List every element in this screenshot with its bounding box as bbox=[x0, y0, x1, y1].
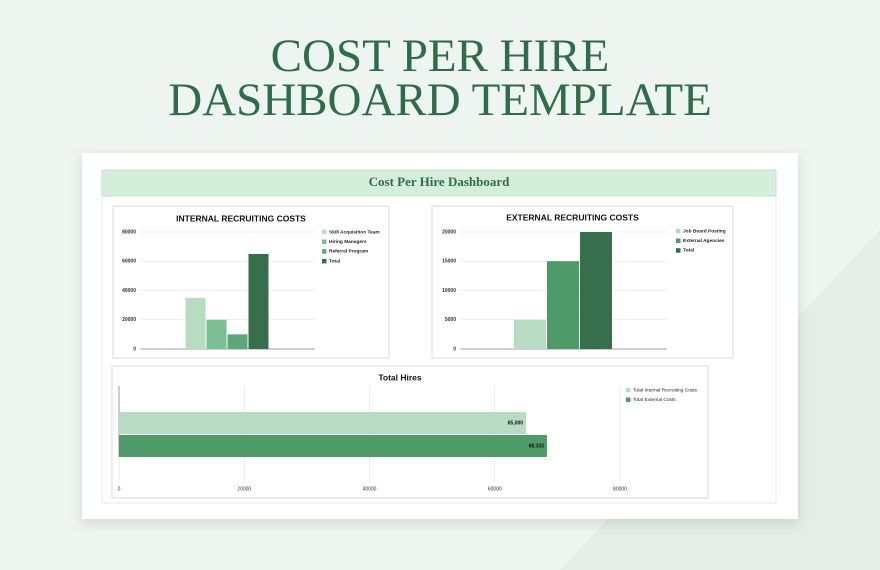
legend-swatch bbox=[322, 229, 327, 235]
legend-swatch bbox=[626, 397, 631, 402]
legend-label: Total External Costs bbox=[633, 397, 676, 403]
bar bbox=[119, 435, 547, 457]
bar bbox=[119, 412, 527, 434]
x-tick-label: 60000 bbox=[488, 486, 502, 492]
data-label: 65,000 bbox=[508, 420, 524, 426]
x-tick-label: 20000 bbox=[237, 486, 251, 492]
bar bbox=[227, 334, 248, 349]
x-tick-label: 40000 bbox=[363, 486, 377, 492]
y-tick-label: 15000 bbox=[442, 259, 456, 265]
y-tick-label: 0 bbox=[133, 346, 136, 352]
y-tick-label: 5000 bbox=[445, 317, 456, 323]
legend-swatch bbox=[676, 248, 681, 253]
y-tick-label: 80000 bbox=[122, 229, 136, 235]
legend-swatch bbox=[676, 228, 681, 234]
legend-swatch bbox=[322, 258, 327, 264]
legend-label: Referral Program bbox=[329, 249, 368, 255]
bar bbox=[185, 297, 206, 349]
sheet-header bbox=[101, 169, 777, 197]
legend-label: Total Internal Recruiting Costs bbox=[633, 387, 698, 393]
legend-label: Hiring Managers bbox=[329, 239, 367, 245]
chart-title: INTERNAL RECRUITING COSTS bbox=[176, 213, 306, 223]
legend-label: Job Board Posting bbox=[683, 228, 726, 234]
bar bbox=[580, 232, 612, 349]
legend-swatch bbox=[626, 387, 631, 393]
y-tick-label: 0 bbox=[453, 346, 456, 352]
bar bbox=[514, 319, 546, 349]
x-tick-label: 80000 bbox=[613, 486, 627, 492]
y-tick-label: 20000 bbox=[442, 229, 456, 235]
bar bbox=[547, 261, 579, 349]
y-tick-label: 40000 bbox=[122, 288, 136, 294]
data-label: 68,333 bbox=[529, 443, 545, 449]
legend-swatch bbox=[676, 238, 681, 243]
bar bbox=[206, 319, 227, 349]
legend-label: Total bbox=[329, 258, 340, 264]
page-title: COST PER HIRE bbox=[271, 30, 610, 82]
legend-label: Total bbox=[683, 248, 694, 254]
chart-title: EXTERNAL RECRUITING COSTS bbox=[506, 212, 639, 222]
legend-swatch bbox=[322, 249, 327, 254]
x-tick-label: 0 bbox=[118, 486, 121, 492]
y-tick-label: 20000 bbox=[122, 317, 136, 323]
bar bbox=[248, 253, 269, 349]
legend-label: External Agencies bbox=[683, 238, 725, 244]
y-tick-label: 10000 bbox=[442, 288, 456, 294]
page-title: DASHBOARD TEMPLATE bbox=[168, 74, 712, 126]
sheet-title: Cost Per Hire Dashboard bbox=[369, 174, 510, 189]
legend-swatch bbox=[322, 239, 327, 244]
legend-label: Skill Acquisition Team bbox=[329, 229, 380, 235]
chart-title: Total Hires bbox=[378, 372, 422, 382]
y-tick-label: 60000 bbox=[122, 259, 136, 265]
